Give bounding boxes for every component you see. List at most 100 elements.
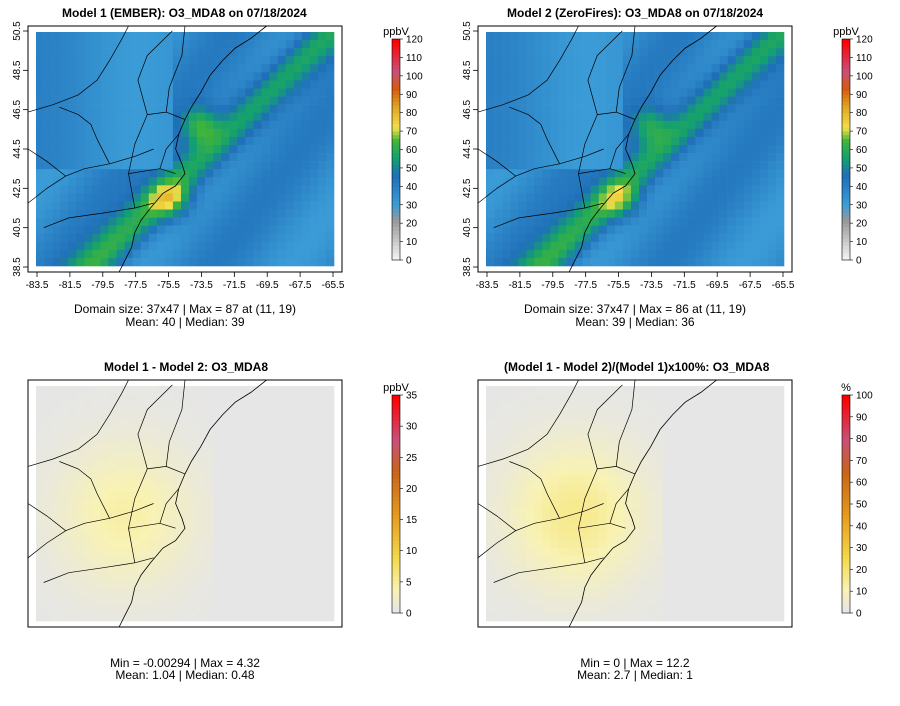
colorbar-tick-label: 70 <box>856 127 868 138</box>
state-border <box>165 379 186 467</box>
colorbar-tick-label: 100 <box>856 71 873 82</box>
colorbar-tick-label: 70 <box>856 456 868 467</box>
colorbar-tick-label: 120 <box>856 35 873 46</box>
state-border <box>165 25 186 113</box>
y-tick-label: 48.5 <box>12 60 23 80</box>
y-tick-label: 50.5 <box>12 21 23 41</box>
coastline <box>568 379 717 628</box>
x-tick-label: -69.5 <box>256 280 279 291</box>
y-tick-label: 46.5 <box>462 99 473 119</box>
x-tick-label: -67.5 <box>739 280 762 291</box>
colorbar-unit: % <box>841 382 851 394</box>
state-border <box>615 25 636 113</box>
colorbar-tick-label: 40 <box>406 182 418 193</box>
colorbar-tick-label: 60 <box>856 145 868 156</box>
state-border <box>477 503 516 531</box>
y-tick-label: 42.5 <box>462 178 473 198</box>
colorbar-tick-label: 35 <box>406 391 418 402</box>
state-border <box>43 202 154 229</box>
colorbar-unit: ppbV <box>383 26 409 38</box>
colorbar-tick-label: 100 <box>856 391 873 402</box>
state-border <box>59 106 110 164</box>
panel-2-stats-line1: Domain size: 37x47 | Max = 86 at (11, 19… <box>523 302 746 316</box>
colorbar-unit: ppbV <box>383 382 409 394</box>
x-tick-label: -67.5 <box>289 280 312 291</box>
y-tick-label: 38.5 <box>12 257 23 277</box>
y-tick-label: 42.5 <box>12 178 23 198</box>
colorbar: 0 10 20 30 40 50 60 70 80 90 100% <box>841 382 873 620</box>
state-border <box>493 202 604 229</box>
state-border <box>159 488 179 524</box>
colorbar-tick-label: 15 <box>406 515 418 526</box>
colorbar-tick-label: 30 <box>856 543 868 554</box>
state-border <box>578 384 623 563</box>
coastline <box>118 379 267 628</box>
colorbar-tick-label: 80 <box>406 108 418 119</box>
x-tick-label: -81.5 <box>508 280 531 291</box>
x-tick-label: -79.5 <box>91 280 114 291</box>
panel-2-map: -83.5 -81.5 -79.5 -77.5 -75.5 -73.5 -71.5 -69.5… <box>462 21 873 291</box>
x-tick-label: -73.5 <box>190 280 213 291</box>
panel-2-stats-line2: Mean: 39 | Median: 36 <box>575 315 695 329</box>
data-grid <box>486 386 785 622</box>
colorbar-tick-label: 5 <box>406 577 412 588</box>
colorbar-tick-label: 60 <box>406 145 418 156</box>
state-border <box>609 488 629 524</box>
x-tick-label: -71.5 <box>673 280 696 291</box>
x-tick-label: -83.5 <box>26 280 49 291</box>
y-tick-label: 46.5 <box>12 99 23 119</box>
colorbar-tick-label: 40 <box>856 521 868 532</box>
panel-4-map: 0 10 20 30 40 50 60 70 80 90 100% <box>477 379 873 628</box>
colorbar-tick-label: 0 <box>856 256 862 267</box>
colorbar-tick-label: 70 <box>406 127 418 138</box>
y-tick-label: 48.5 <box>462 60 473 80</box>
panel-1-stats-line2: Mean: 40 | Median: 39 <box>125 315 245 329</box>
colorbar-tick-label: 60 <box>856 478 868 489</box>
panel-3-title: Model 1 - Model 2: O3_MDA8 <box>104 360 269 374</box>
data-grid <box>36 386 335 622</box>
colorbar-tick-label: 80 <box>856 108 868 119</box>
colorbar-tick-label: 0 <box>406 609 412 620</box>
state-border <box>59 461 110 519</box>
colorbar-tick-label: 0 <box>406 256 412 267</box>
colorbar-tick-label: 20 <box>856 565 868 576</box>
panel-4-stats-line2: Mean: 2.7 | Median: 1 <box>577 668 693 682</box>
y-tick-label: 38.5 <box>462 257 473 277</box>
panel-4-title: (Model 1 - Model 2)/(Model 1)x100%: O3_M… <box>504 360 770 374</box>
colorbar-tick-label: 10 <box>856 587 868 598</box>
y-tick-label: 40.5 <box>462 217 473 237</box>
colorbar-tick-label: 0 <box>856 609 862 620</box>
coastline <box>568 25 717 273</box>
colorbar-tick-label: 20 <box>406 219 418 230</box>
state-border <box>27 503 154 559</box>
state-border <box>509 106 560 164</box>
x-tick-label: -75.5 <box>607 280 630 291</box>
y-tick-label: 44.5 <box>462 139 473 159</box>
x-tick-label: -79.5 <box>541 280 564 291</box>
colorbar-tick-label: 90 <box>856 412 868 423</box>
y-tick-label: 40.5 <box>12 217 23 237</box>
panel-3-stats-line2: Mean: 1.04 | Median: 0.48 <box>115 668 255 682</box>
data-grid <box>36 32 335 267</box>
panel-1-stats-line1: Domain size: 37x47 | Max = 87 at (11, 19… <box>73 302 296 316</box>
colorbar-tick-label: 50 <box>406 163 418 174</box>
x-tick-label: -77.5 <box>124 280 147 291</box>
state-border <box>477 503 604 559</box>
colorbar-tick-label: 120 <box>406 35 423 46</box>
colorbar-tick-label: 110 <box>856 53 872 64</box>
colorbar-tick-label: 20 <box>406 484 418 495</box>
y-tick-label: 44.5 <box>12 139 23 159</box>
state-border <box>493 557 604 583</box>
panel-4-stats-line1: Min = 0 | Max = 12.2 <box>580 656 690 670</box>
state-border <box>477 25 579 113</box>
data-grid <box>486 32 785 267</box>
colorbar-tick-label: 30 <box>406 422 418 433</box>
colorbar-unit: ppbV <box>833 26 859 38</box>
state-border <box>27 503 66 531</box>
state-border <box>609 133 629 169</box>
x-tick-label: -69.5 <box>706 280 729 291</box>
state-border <box>477 379 579 467</box>
